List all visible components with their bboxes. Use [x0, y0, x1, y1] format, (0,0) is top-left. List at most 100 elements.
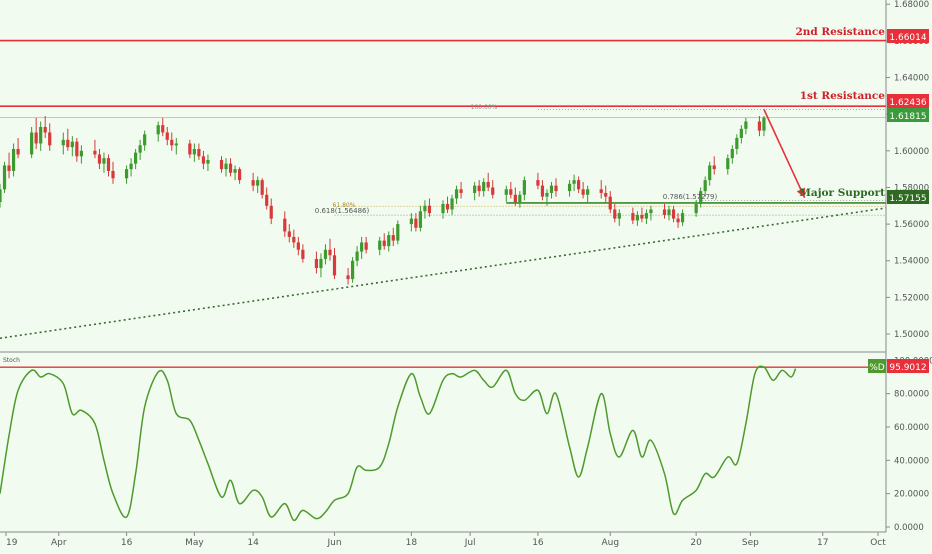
- candle: [414, 213, 418, 232]
- candle-body: [260, 180, 264, 195]
- candle-body: [161, 125, 165, 133]
- time-axis-label: 18: [406, 538, 418, 548]
- candle-body: [237, 169, 242, 181]
- candle: [323, 244, 328, 265]
- badge-stoch-value: 95.9012: [887, 359, 929, 373]
- candle-body: [269, 205, 273, 219]
- candle-body: [423, 205, 427, 212]
- candle: [188, 139, 192, 159]
- candle-body: [536, 180, 540, 186]
- candle-body: [48, 132, 52, 146]
- candle-body: [662, 209, 667, 215]
- candle: [39, 121, 43, 151]
- price-axis-label: 1.50000: [894, 330, 929, 340]
- time-axis-label: Jun: [326, 538, 341, 548]
- badge-2nd-resistance: 1.66014: [887, 29, 929, 43]
- candle: [441, 200, 445, 219]
- candle-body: [762, 117, 766, 131]
- candle: [703, 176, 707, 197]
- candle-body: [165, 132, 169, 140]
- stoch-axis-label: 20.0000: [894, 490, 929, 500]
- candle-body: [283, 218, 287, 232]
- candle: [699, 187, 703, 208]
- fib-label-0618: 0.618(1.56486): [315, 207, 370, 215]
- badge-stoch-value-text: 95.9012: [889, 363, 926, 373]
- candle: [143, 130, 147, 151]
- candle-body: [409, 218, 413, 225]
- candle: [219, 156, 224, 173]
- candle-body: [418, 211, 422, 228]
- candle: [730, 145, 734, 164]
- time-axis-label: Oct: [870, 538, 886, 548]
- candle: [2, 161, 7, 193]
- candle: [536, 172, 540, 190]
- candle: [387, 231, 391, 252]
- candle: [192, 143, 196, 162]
- candle-body: [757, 121, 762, 131]
- candle: [364, 236, 368, 254]
- candle-body: [314, 258, 319, 269]
- candle-body: [414, 218, 418, 228]
- candle-body: [296, 242, 300, 250]
- candle: [671, 205, 676, 223]
- candle-body: [143, 134, 147, 146]
- candle-body: [608, 196, 612, 210]
- candle-body: [0, 189, 2, 203]
- candle: [30, 126, 34, 159]
- candle-body: [102, 158, 106, 164]
- candle-body: [491, 187, 495, 195]
- candle-body: [671, 209, 676, 219]
- candle: [450, 194, 454, 215]
- candle-body: [43, 126, 47, 133]
- level-label-major-support: Major Support: [799, 187, 885, 199]
- fib-label-0786: 0.786(1.57279): [663, 193, 718, 201]
- candle: [644, 209, 649, 225]
- stoch-axis-label: 0.0000: [894, 523, 924, 533]
- candle: [680, 209, 685, 226]
- time-axis-label: Jul: [464, 538, 476, 548]
- candle: [491, 180, 495, 199]
- candle-body: [703, 180, 707, 192]
- candle-body: [581, 189, 585, 195]
- price-axis-label: 1.52000: [894, 293, 929, 303]
- candle-body: [382, 240, 386, 247]
- candle: [70, 136, 74, 157]
- candle-body: [75, 141, 79, 157]
- candle-body: [694, 203, 698, 214]
- candle-body: [61, 139, 65, 146]
- candle: [16, 137, 20, 159]
- candle-body: [391, 235, 395, 241]
- time-axis-label: Apr: [51, 538, 67, 548]
- candle: [631, 207, 635, 225]
- time-axis-label: 17: [817, 538, 828, 548]
- candle: [567, 180, 572, 197]
- candle-body: [387, 235, 391, 247]
- candle-body: [206, 159, 210, 164]
- time-axis-label: Aug: [601, 538, 619, 548]
- candle: [360, 236, 364, 259]
- candle: [617, 209, 621, 226]
- candle-body: [680, 213, 685, 223]
- candle: [554, 178, 558, 197]
- candle: [355, 246, 359, 267]
- time-axis-label: 16: [121, 538, 133, 548]
- candle: [48, 123, 52, 151]
- candle: [350, 257, 355, 283]
- candle-body: [39, 126, 43, 144]
- candle: [197, 143, 201, 160]
- candle-body: [251, 180, 255, 186]
- candle: [332, 247, 337, 280]
- candle-body: [459, 189, 463, 193]
- candle: [486, 172, 490, 192]
- candle-body: [224, 163, 228, 170]
- candle: [93, 139, 97, 159]
- time-axis-label: 19: [6, 538, 18, 548]
- candle: [735, 134, 739, 155]
- candle-body: [676, 218, 680, 223]
- candle: [473, 181, 477, 201]
- candle: [237, 167, 242, 184]
- price-axis-label: 1.60000: [894, 147, 929, 157]
- candle: [228, 158, 233, 177]
- candle-body: [138, 145, 142, 153]
- candle-body: [328, 249, 332, 256]
